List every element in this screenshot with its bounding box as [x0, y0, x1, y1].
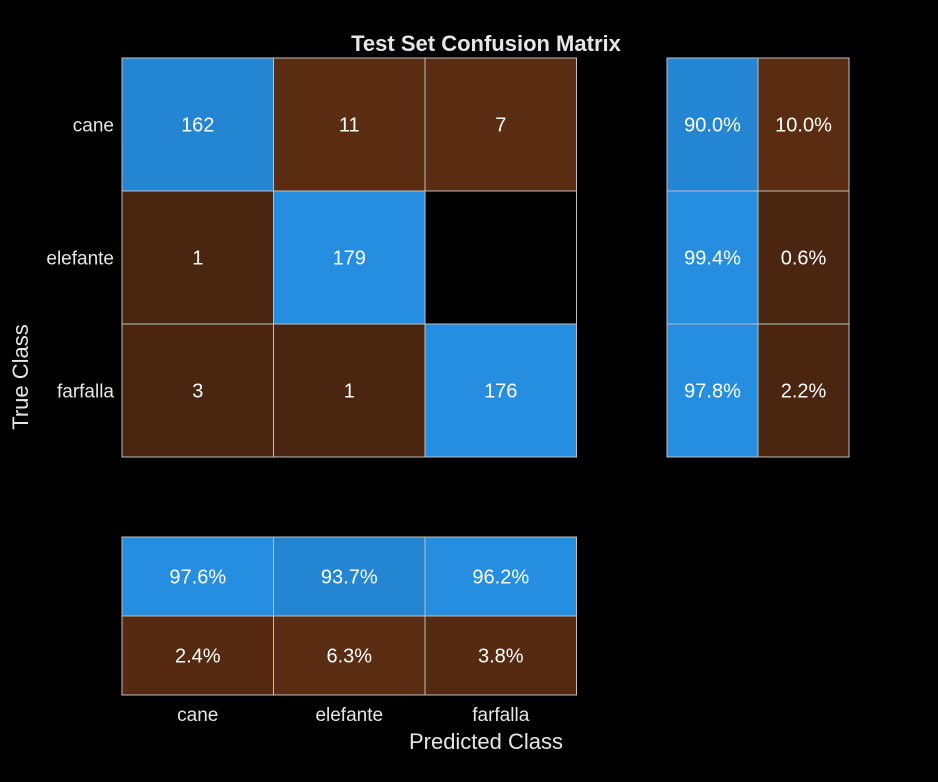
column-summary-r0-c1-label: 93.7% — [321, 567, 378, 589]
row-summary-r2-c1-label: 2.2% — [781, 381, 827, 403]
matrix-r0-c1-label: 11 — [339, 115, 360, 137]
matrix-r0-c0-label: 162 — [181, 115, 214, 137]
column-summary-r1-c1-cell — [273, 615, 426, 696]
y-tick-label-farfalla: farfalla — [57, 382, 114, 403]
y-tick-label-elefante: elefante — [46, 249, 114, 270]
column-summary-r0-c1-cell — [273, 536, 426, 617]
matrix-r2-c1-label: 1 — [344, 381, 355, 403]
chart-title: Test Set Confusion Matrix — [351, 31, 621, 56]
row-summary-matrix: 90.0% 10.0% 99.4% 0.6% 97.8% 2.2% — [666, 57, 850, 458]
matrix-r1-c1-label: 179 — [333, 248, 366, 270]
confusion-matrix: 162 11 7 1 179 3 1 176 — [121, 57, 577, 458]
matrix-r1-c1-cell — [273, 190, 426, 325]
x-tick-label-cane: cane — [177, 705, 218, 726]
row-summary-r0-c1-cell — [757, 57, 850, 192]
matrix-r2-c0-label: 3 — [192, 381, 203, 403]
row-summary-r2-c1-cell — [757, 323, 850, 458]
column-summary-r1-c0-cell — [121, 615, 274, 696]
column-summary-r0-c0-label: 97.6% — [169, 567, 226, 589]
row-summary-r1-c1-label: 0.6% — [781, 248, 827, 270]
column-summary-r0-c0-cell — [121, 536, 274, 617]
row-summary-r2-c0-label: 97.8% — [684, 381, 741, 403]
matrix-r0-c2-cell — [424, 57, 577, 192]
y-tick-label-cane: cane — [73, 116, 114, 137]
x-tick-label-elefante: elefante — [315, 705, 383, 726]
x-tick-labels: cane elefante farfalla — [177, 705, 530, 726]
matrix-r0-c1-cell — [273, 57, 426, 192]
matrix-r1-c0-label: 1 — [192, 248, 203, 270]
x-axis-label: Predicted Class — [409, 729, 563, 754]
row-summary-r0-c0-label: 90.0% — [684, 115, 741, 137]
matrix-r1-c2-cell — [424, 190, 577, 325]
column-summary-r1-c2-cell — [424, 615, 577, 696]
column-summary-r1-c1-label: 6.3% — [326, 646, 372, 668]
matrix-r2-c0-cell — [121, 323, 274, 458]
row-summary-r0-c1-label: 10.0% — [775, 115, 832, 137]
matrix-r0-c0-cell — [121, 57, 274, 192]
matrix-r2-c2-label: 176 — [484, 381, 517, 403]
x-tick-label-farfalla: farfalla — [472, 705, 529, 726]
column-summary-r0-c2-cell — [424, 536, 577, 617]
y-axis-label: True Class — [8, 324, 33, 430]
row-summary-r2-c0-cell — [666, 323, 759, 458]
matrix-r2-c1-cell — [273, 323, 426, 458]
y-tick-labels: cane elefante farfalla — [46, 116, 114, 403]
row-summary-r1-c1-cell — [757, 190, 850, 325]
column-summary-r1-c0-label: 2.4% — [175, 646, 221, 668]
matrix-r1-c0-cell — [121, 190, 274, 325]
matrix-r0-c2-label: 7 — [495, 115, 506, 137]
column-summary-matrix: 97.6% 93.7% 96.2% 2.4% 6.3% 3.8% — [121, 536, 577, 696]
row-summary-r1-c0-label: 99.4% — [684, 248, 741, 270]
matrix-r2-c2-cell — [424, 323, 577, 458]
column-summary-r0-c2-label: 96.2% — [472, 567, 529, 589]
column-summary-r1-c2-label: 3.8% — [478, 646, 524, 668]
